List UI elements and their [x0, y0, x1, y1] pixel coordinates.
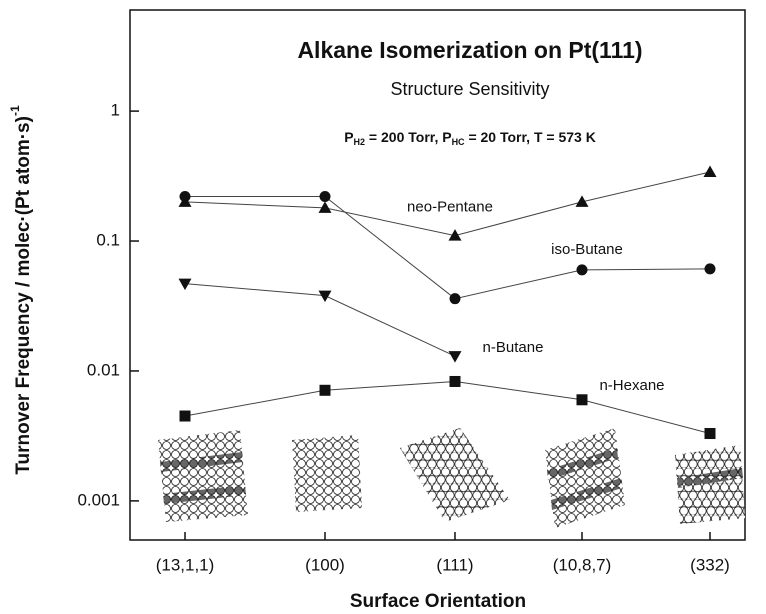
annotation-part: P — [344, 129, 353, 145]
marker — [576, 394, 588, 406]
annotation-sub: H2 — [354, 137, 366, 147]
series-label: iso-Butane — [551, 241, 623, 258]
series-label: neo-Pentane — [407, 199, 493, 216]
marker — [575, 195, 589, 207]
x-tick-label: (13,1,1) — [156, 555, 215, 574]
plot-frame — [129, 9, 746, 541]
annotation-sub: HC — [452, 137, 465, 147]
marker — [319, 384, 331, 396]
marker — [178, 278, 192, 291]
marker — [179, 191, 191, 203]
x-tick-label: (100) — [305, 555, 345, 574]
y-axis-label: Turnover Frequency / molec·(Pt atom·s)-1 — [8, 105, 34, 475]
series-label: n-Butane — [483, 339, 544, 356]
chart-title: Alkane Isomerization on Pt(111) — [297, 37, 642, 63]
x-tick-label: (111) — [436, 555, 473, 574]
x-tick-label: (10,8,7) — [553, 555, 612, 574]
marker — [703, 165, 717, 177]
marker — [704, 428, 716, 440]
x-tick-label: (332) — [690, 555, 730, 574]
marker — [318, 290, 332, 303]
series-line — [184, 283, 456, 357]
y-tick-label: 0.001 — [77, 490, 120, 509]
y-tick-label: 0.01 — [87, 360, 120, 379]
marker — [449, 293, 461, 305]
marker — [448, 229, 462, 241]
surface-models — [158, 428, 745, 528]
y-axis-label-sup: -1 — [8, 105, 22, 116]
chart-subtitle: Structure Sensitivity — [390, 79, 549, 99]
y-tick-label: 0.1 — [96, 231, 120, 250]
x-axis-label: Surface Orientation — [350, 591, 526, 612]
y-tick-label: 1 — [111, 101, 120, 120]
marker — [319, 191, 331, 203]
marker — [318, 201, 332, 213]
marker — [576, 264, 588, 276]
marker — [704, 263, 716, 275]
annotation-part: = 200 Torr, P — [365, 129, 452, 145]
marker — [448, 351, 462, 363]
annotation: PH2 = 200 Torr, PHC = 20 Torr, T = 573 K — [344, 129, 596, 148]
annotation-part: = 20 Torr, T = 573 K — [465, 129, 596, 145]
series-label: n-Hexane — [599, 377, 664, 394]
marker — [449, 375, 461, 387]
y-axis-label-main: Turnover Frequency / molec·(Pt atom·s) — [13, 116, 34, 475]
marker — [179, 410, 191, 422]
